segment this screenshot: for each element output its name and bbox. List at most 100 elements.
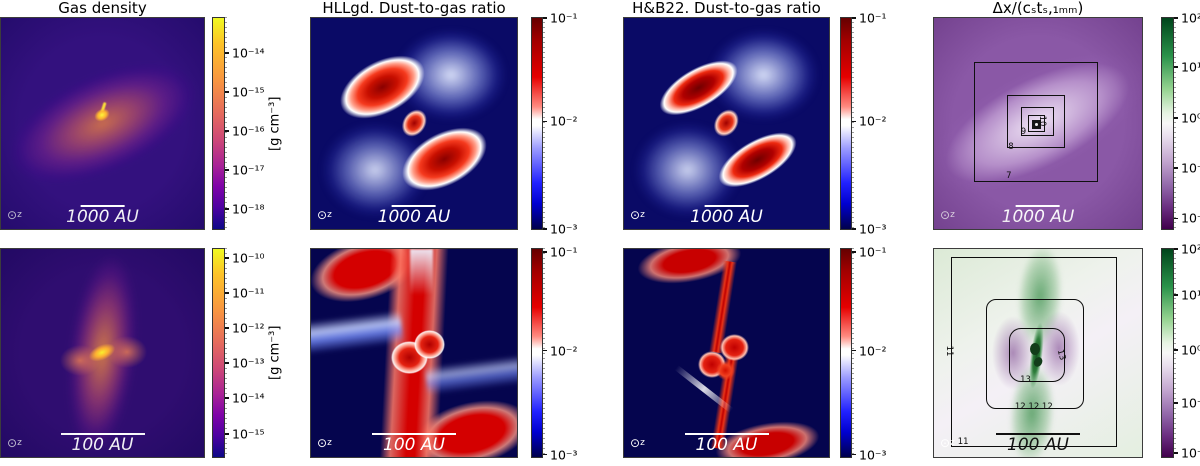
axis-z-label: z	[17, 210, 22, 220]
colorbar-tick-label: 10⁻³	[859, 221, 887, 237]
colorbar-tick-mark	[225, 327, 229, 329]
colorbar-tick-mark	[852, 454, 856, 456]
colorbar-tick-label: 10⁻¹	[550, 244, 578, 260]
colorbar-tick-mark	[1174, 248, 1178, 250]
colorbar-tick-label: 10⁻³	[859, 447, 887, 463]
colorbar-gas-density-100au	[212, 248, 225, 458]
amr-core-art	[1032, 119, 1041, 129]
colorbar-tick-label: 10⁻¹⁸	[232, 201, 265, 217]
colorbar-ticks-gas-density-100au: 10⁻¹⁰ 10⁻¹¹ 10⁻¹² 10⁻¹³ 10⁻¹⁴ 10⁻¹⁵	[225, 248, 283, 458]
heatmap-hb22-dust-to-gas-1000au: 1000 AU ⊙z	[623, 17, 830, 230]
colorbar-minor-ticks	[543, 248, 545, 458]
colorbar-tick-mark	[543, 454, 547, 456]
scalebar-line	[60, 432, 145, 435]
colorbar-tick-label: 10⁻¹	[859, 10, 887, 26]
dust-blob-art	[716, 361, 735, 381]
scalebar: 1000 AU	[690, 204, 763, 227]
colorbar-ticks-hllgd-1000au: 10⁻¹ 10⁻² 10⁻³	[543, 11, 601, 236]
colorbar-tick-label: 10⁻¹⁰	[232, 250, 265, 266]
colorbar-tick-mark	[1174, 66, 1178, 68]
colorbar-ticks-dx-cs-ts-100au: 10² 10¹ 10⁰ 10⁻¹ 10⁻²	[1174, 242, 1200, 461]
amr-contour-level10	[1027, 115, 1046, 132]
colorbar-dx-cs-ts-1000au	[1161, 17, 1174, 230]
colorbar-tick-mark	[225, 52, 229, 54]
scalebar-line	[80, 204, 125, 207]
colorbar-tick-label: 10⁻²	[859, 113, 887, 129]
colorbar-tick-label: 10⁻²	[550, 343, 578, 359]
colorbar-tick-mark	[225, 91, 229, 93]
colorbar-unit-label: [g cm⁻³]	[267, 325, 283, 381]
amr-contour-level9	[1021, 106, 1054, 137]
axis-z-label: z	[950, 210, 955, 220]
heatmap-hb22-dust-to-gas-100au: 100 AU ⊙z	[623, 248, 830, 458]
panel-title-dx-cs-ts: Δx/(cₛtₛ,₁ₘₘ)	[992, 0, 1084, 17]
amr-contour-level11	[950, 257, 1117, 447]
resolution-band-art	[934, 18, 1142, 229]
density-core-streak-art	[98, 102, 108, 120]
amr-contour-level12	[986, 298, 1084, 410]
scalebar: 100 AU	[996, 432, 1080, 455]
colorbar-tick-label: 10⁻¹⁴	[232, 45, 265, 61]
colorbar-minor-ticks	[852, 248, 854, 458]
axis-z-label: z	[640, 210, 645, 220]
scalebar: 1000 AU	[1001, 204, 1075, 227]
colorbar-ticks-hb22-1000au: 10⁻¹ 10⁻² 10⁻³	[852, 11, 910, 236]
colorbar-tick-label: 10¹	[1181, 59, 1200, 75]
amr-contour-level8	[1006, 95, 1065, 148]
contour-label: 7	[1006, 171, 1012, 182]
colorbar-tick-mark	[1174, 294, 1178, 296]
scalebar-label: 100 AU	[383, 435, 445, 455]
heatmap-dx-cs-ts-100au: 11 13 13 12 12 12 11 100 AU ⊙z	[933, 248, 1143, 458]
colorbar-tick-label: 10⁻²	[550, 113, 578, 129]
contour-labels-layer: 7 8 9 10	[934, 18, 1142, 229]
colorbar-unit-label: [g cm⁻³]	[267, 96, 283, 151]
density-core-art	[86, 339, 119, 365]
orientation-marker: ⊙z	[940, 432, 955, 451]
colorbar-tick-mark	[225, 362, 229, 364]
amr-contour-level13	[1008, 328, 1065, 383]
colorbar-tick-label: 10⁻¹⁴	[232, 390, 265, 406]
contour-label: 10	[1037, 115, 1048, 127]
colorbar-tick-label: 10⁰	[1181, 342, 1200, 358]
colorbar-tick-mark	[543, 251, 547, 253]
contour-label: 12 12 12	[1014, 402, 1053, 413]
panel-title-hb22: H&B22. Dust-to-gas ratio	[632, 0, 821, 17]
colorbar-tick-mark	[225, 397, 229, 399]
colorbar-tick-label: 10⁻¹²	[232, 320, 265, 336]
odot-icon: ⊙	[940, 436, 951, 450]
scalebar-label: 1000 AU	[66, 207, 139, 227]
colorbar-hllgd-1000au	[531, 17, 543, 230]
colorbar-tick-label: 10⁰	[1181, 110, 1200, 126]
colorbar-minor-ticks	[852, 17, 854, 230]
axis-z-label: z	[17, 438, 22, 448]
panel-title-hllgd: HLLgd. Dust-to-gas ratio	[322, 0, 506, 17]
density-wing-art	[59, 344, 101, 376]
colorbar-tick-mark	[852, 251, 856, 253]
axis-z-label: z	[950, 438, 955, 448]
colorbar-tick-label: 10⁻¹⁷	[232, 162, 265, 178]
scalebar-line	[392, 204, 436, 207]
axis-z-label: z	[327, 210, 332, 220]
colorbar-tick-mark	[225, 208, 229, 210]
axis-z-label: z	[327, 438, 332, 448]
colorbar-tick-label: 10¹	[1181, 287, 1200, 303]
colorbar-hllgd-100au	[531, 248, 543, 458]
odot-icon: ⊙	[7, 208, 18, 222]
colorbar-tick-mark	[225, 169, 229, 171]
dust-blob-art	[414, 330, 445, 360]
odot-icon: ⊙	[940, 208, 951, 222]
colorbar-tick-mark	[1174, 402, 1178, 404]
colorbar-tick-mark	[1174, 17, 1178, 19]
colorbar-tick-mark	[1174, 167, 1178, 169]
scalebar-label: 100 AU	[71, 435, 134, 455]
heatmap-gas-density-1000au: 1000 AU ⊙z	[0, 17, 205, 230]
colorbar-tick-label: 10⁻²	[1181, 445, 1200, 461]
scalebar-label: 1000 AU	[1001, 207, 1075, 227]
odot-icon: ⊙	[317, 436, 328, 450]
colorbar-tick-label: 10⁻³	[550, 447, 578, 463]
scalebar-line	[996, 432, 1080, 435]
colorbar-hb22-100au	[840, 248, 852, 458]
colorbar-tick-mark	[543, 228, 547, 230]
colorbar-tick-mark	[543, 120, 547, 122]
contour-label: 8	[1008, 141, 1014, 152]
